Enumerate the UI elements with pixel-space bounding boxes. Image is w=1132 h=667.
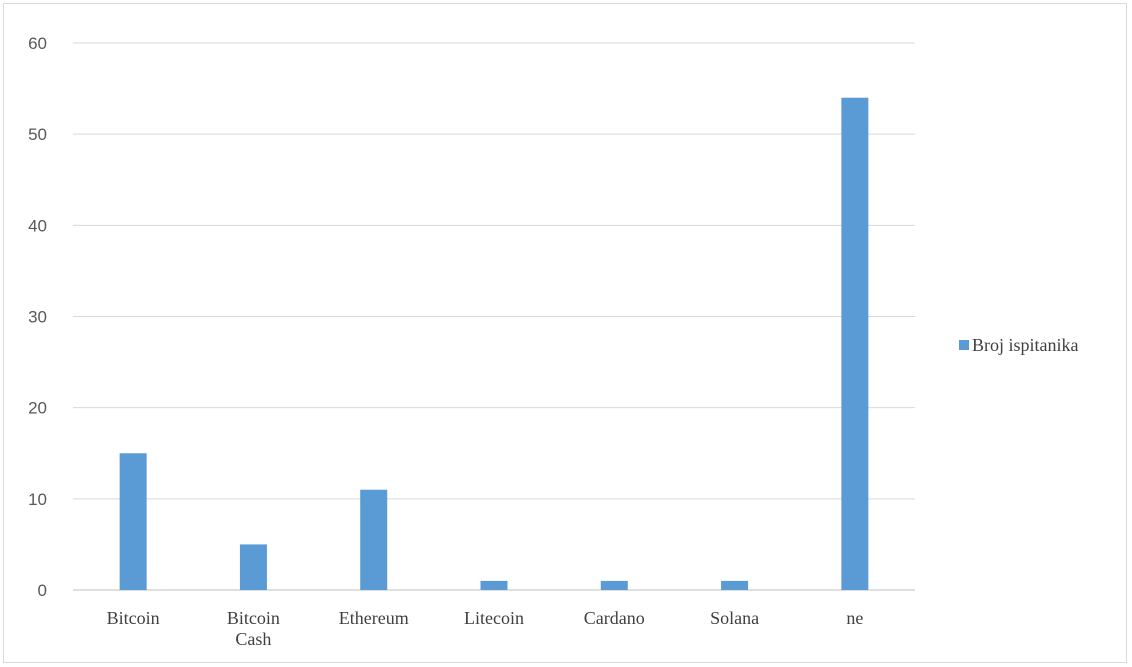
bar [239,544,267,590]
bars [119,97,869,590]
x-tick-label: Bitcoin [107,608,160,628]
y-axis-ticks: 0 10 20 30 40 50 60 [28,34,47,600]
x-tick-label: Ethereum [339,608,409,628]
legend-label: Broj ispitanika [972,335,1079,355]
bar [119,453,147,590]
y-tick-label: 20 [28,399,47,418]
x-tick-label: ne [846,608,863,628]
bar [360,489,388,590]
x-tick-label: Cardano [584,608,645,628]
y-tick-label: 40 [28,216,47,235]
legend-swatch [959,340,969,350]
bar [841,97,869,590]
x-axis-ticks: Bitcoin Bitcoin Cash Ethereum Litecoin Cardan… [107,608,864,649]
y-tick-label: 30 [28,308,47,327]
bar [721,580,749,590]
bar [480,580,508,590]
y-tick-label: 0 [38,581,47,600]
legend: Broj ispitanika [959,335,1079,355]
x-tick-label: Solana [710,608,759,628]
chart-frame [3,3,1127,663]
y-tick-label: 60 [28,34,47,53]
x-tick-label: Bitcoin Cash [227,608,280,649]
y-tick-label: 10 [28,490,47,509]
x-tick-label: Litecoin [464,608,524,628]
y-tick-label: 50 [28,125,47,144]
gridlines [73,42,915,591]
bar [600,580,628,590]
